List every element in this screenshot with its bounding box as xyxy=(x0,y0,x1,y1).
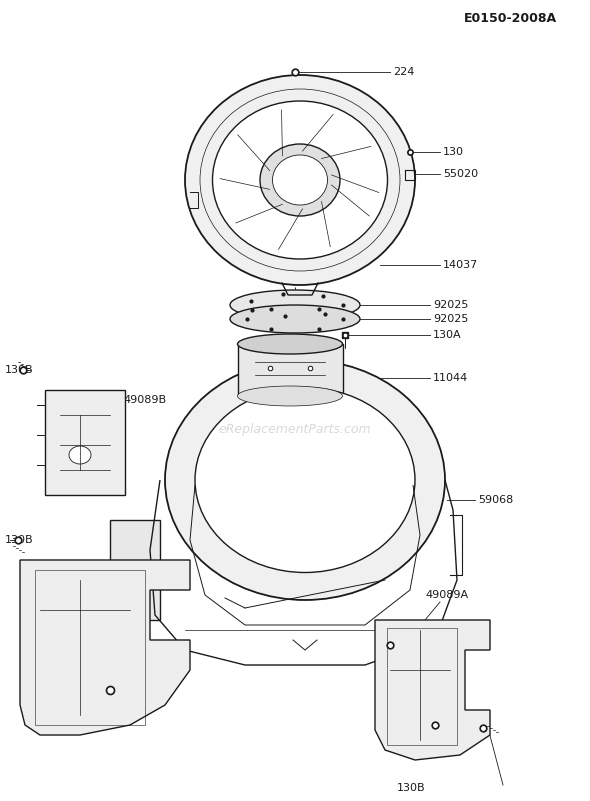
Polygon shape xyxy=(45,390,125,495)
Polygon shape xyxy=(20,560,190,735)
Ellipse shape xyxy=(230,305,360,333)
Text: 55020: 55020 xyxy=(443,169,478,179)
Text: 14037: 14037 xyxy=(443,260,478,270)
Ellipse shape xyxy=(238,386,343,406)
Ellipse shape xyxy=(230,290,360,320)
Text: 130B: 130B xyxy=(5,535,34,545)
Text: 59068: 59068 xyxy=(478,495,513,505)
Text: 49089B: 49089B xyxy=(123,395,166,405)
Text: 224: 224 xyxy=(393,67,414,77)
Ellipse shape xyxy=(195,388,415,573)
FancyBboxPatch shape xyxy=(110,520,160,620)
FancyBboxPatch shape xyxy=(238,344,343,396)
Ellipse shape xyxy=(185,75,415,285)
Polygon shape xyxy=(375,620,490,760)
Text: 130B: 130B xyxy=(448,640,477,650)
Ellipse shape xyxy=(238,334,343,354)
Text: 130B: 130B xyxy=(5,365,34,375)
Text: 130A: 130A xyxy=(433,330,461,340)
Text: 49089A: 49089A xyxy=(425,590,468,600)
Ellipse shape xyxy=(69,446,91,464)
Text: 130B: 130B xyxy=(397,783,425,793)
Ellipse shape xyxy=(212,101,388,259)
Text: 92025: 92025 xyxy=(433,300,468,310)
Ellipse shape xyxy=(165,360,445,600)
Text: 49089: 49089 xyxy=(123,560,159,570)
Text: eReplacementParts.com: eReplacementParts.com xyxy=(219,424,371,437)
Ellipse shape xyxy=(260,144,340,216)
Text: 130: 130 xyxy=(443,147,464,157)
Text: 92025: 92025 xyxy=(433,314,468,324)
Text: E0150-2008A: E0150-2008A xyxy=(463,11,556,25)
Text: 11044: 11044 xyxy=(433,373,468,383)
Ellipse shape xyxy=(273,155,327,205)
